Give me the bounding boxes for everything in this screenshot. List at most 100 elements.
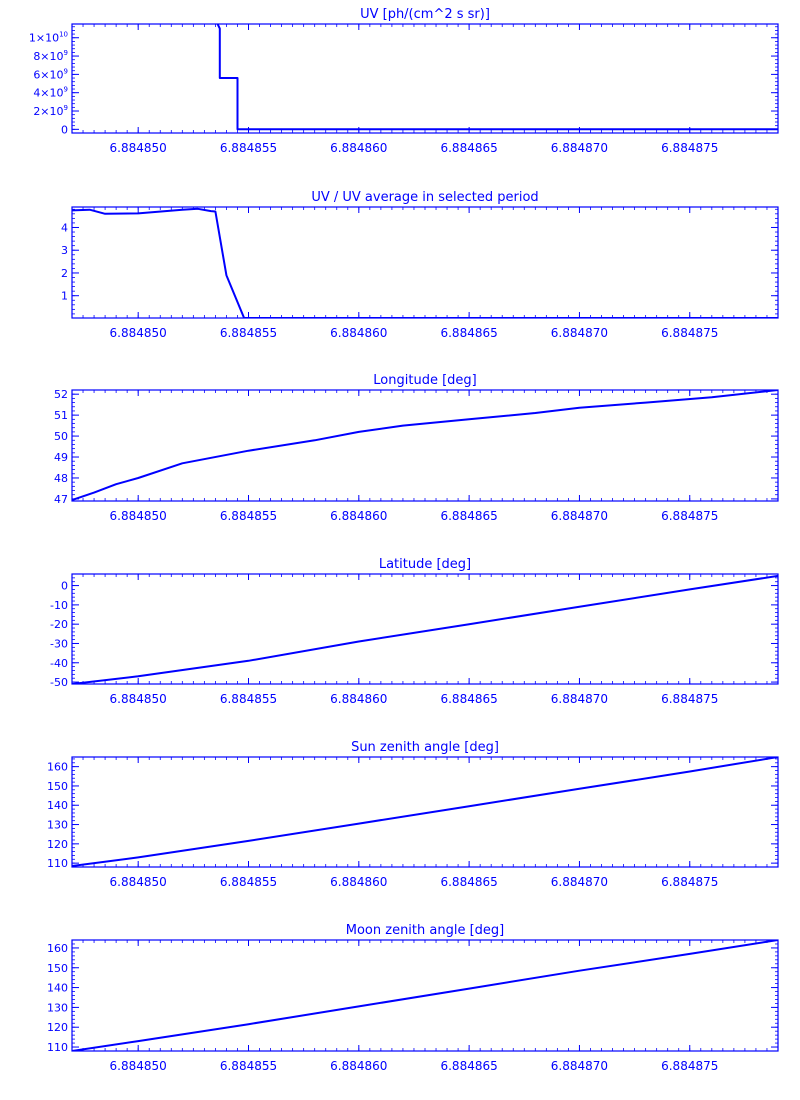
plot-frame [71, 23, 779, 134]
x-tick-label: 6.884855 [220, 141, 277, 155]
x-tick-label: 6.884865 [440, 141, 497, 155]
y-tick-exponent: 10 [59, 31, 68, 39]
y-tick-base: 0 [61, 123, 68, 136]
x-tick-label: 6.884875 [661, 692, 718, 706]
chart-panel-4: Latitude [deg] 6.884850 6.884855 6.884860 6.… [50, 557, 779, 706]
series-line [72, 574, 778, 684]
y-tick-label: 4 [61, 221, 68, 234]
x-tick-label: 6.884850 [110, 1059, 167, 1073]
y-tick-label: 47 [54, 493, 68, 506]
y-tick-label: 140 [47, 799, 68, 812]
x-tick-label: 6.884860 [330, 692, 387, 706]
x-tick-label: 6.884855 [220, 692, 277, 706]
y-tick-label: -20 [50, 618, 68, 631]
y-tick-label: 110 [47, 857, 68, 870]
y-tick-label: 140 [47, 982, 68, 995]
x-tick-label: 6.884865 [440, 692, 497, 706]
x-tick-label: 6.884865 [440, 509, 497, 523]
y-tick-label: 130 [47, 819, 68, 832]
x-tick-label: 6.884860 [330, 1059, 387, 1073]
y-tick-label: 52 [54, 388, 68, 401]
x-tick-label: 6.884855 [220, 509, 277, 523]
x-tick-label: 6.884875 [661, 141, 718, 155]
y-tick-label: -40 [50, 657, 68, 670]
x-tick-label: 6.884850 [110, 326, 167, 340]
y-tick-base: 1×10 [29, 32, 59, 45]
y-tick-label: 120 [47, 1021, 68, 1034]
y-tick-exponent: 9 [64, 86, 68, 94]
x-tick-label: 6.884850 [110, 692, 167, 706]
x-tick-label: 6.884850 [110, 509, 167, 523]
y-tick-label: 130 [47, 1001, 68, 1014]
y-tick-label: 2 [61, 267, 68, 280]
x-tick-label: 6.884855 [220, 875, 277, 889]
x-tick-label: 6.884860 [330, 141, 387, 155]
y-tick-label: 0 [61, 123, 68, 136]
y-tick-label: 51 [54, 409, 68, 422]
y-tick-exponent: 9 [64, 67, 68, 75]
x-tick-label: 6.884865 [440, 875, 497, 889]
x-tick-label: 6.884870 [551, 509, 608, 523]
y-tick-label: 120 [47, 838, 68, 851]
x-tick-label: 6.884870 [551, 692, 608, 706]
y-tick-label: -30 [50, 637, 68, 650]
series-line [72, 757, 778, 867]
y-tick-label: 0 [61, 580, 68, 593]
chart-panel-3: Longitude [deg] 6.884850 6.884855 6.884860 6… [54, 373, 779, 523]
chart-title: Moon zenith angle [deg] [346, 923, 504, 938]
chart-title: Sun zenith angle [deg] [351, 740, 499, 755]
y-tick-label: 8×109 [33, 49, 68, 63]
x-tick-label: 6.884860 [330, 509, 387, 523]
x-tick-label: 6.884875 [661, 1059, 718, 1073]
x-tick-label: 6.884850 [110, 875, 167, 889]
y-tick-label: 160 [47, 761, 68, 774]
chart-panel-6: Moon zenith angle [deg] 6.884850 6.884855 6… [47, 923, 779, 1073]
y-tick-base: 8×10 [33, 50, 63, 63]
y-tick-label: -10 [50, 599, 68, 612]
y-tick-base: 2×10 [33, 105, 63, 118]
y-tick-label: 49 [54, 451, 68, 464]
series-line [216, 24, 778, 131]
x-tick-label: 6.884875 [661, 326, 718, 340]
chart-title: UV [ph/(cm^2 s sr)] [360, 7, 490, 22]
chart-panel-1: UV [ph/(cm^2 s sr)] 6.884850 6.884855 6.884… [29, 7, 779, 155]
y-tick-label: 110 [47, 1041, 68, 1054]
chart-title: Longitude [deg] [373, 373, 476, 388]
plot-frame [71, 389, 779, 502]
x-tick-label: 6.884870 [551, 875, 608, 889]
plot-frame [71, 573, 779, 685]
y-tick-label: 1×1010 [29, 31, 68, 45]
x-tick-label: 6.884855 [220, 326, 277, 340]
chart-panel-2: UV / UV average in selected period 6.8848… [61, 190, 779, 340]
y-tick-label: 3 [61, 244, 68, 257]
y-tick-label: 48 [54, 472, 68, 485]
series-line [72, 390, 778, 501]
y-tick-base: 6×10 [33, 68, 63, 81]
y-tick-label: 6×109 [33, 67, 68, 81]
y-tick-label: 160 [47, 942, 68, 955]
y-tick-label: 1 [61, 290, 68, 303]
series-line [72, 207, 778, 318]
x-tick-label: 6.884855 [220, 1059, 277, 1073]
x-tick-label: 6.884870 [551, 141, 608, 155]
y-tick-base: 4×10 [33, 87, 63, 100]
y-tick-label: 150 [47, 962, 68, 975]
y-tick-exponent: 9 [64, 104, 68, 112]
x-tick-label: 6.884875 [661, 509, 718, 523]
y-tick-label: -50 [50, 676, 68, 689]
x-tick-label: 6.884870 [551, 326, 608, 340]
y-tick-label: 50 [54, 430, 68, 443]
x-tick-label: 6.884865 [440, 326, 497, 340]
x-tick-label: 6.884850 [110, 141, 167, 155]
x-tick-label: 6.884870 [551, 1059, 608, 1073]
x-tick-label: 6.884860 [330, 875, 387, 889]
y-tick-label: 2×109 [33, 104, 68, 118]
series-line [72, 940, 778, 1051]
chart-panel-5: Sun zenith angle [deg] 6.884850 6.884855 6.… [47, 740, 779, 889]
chart-title: Latitude [deg] [379, 557, 471, 572]
x-tick-label: 6.884875 [661, 875, 718, 889]
chart-title: UV / UV average in selected period [311, 190, 538, 205]
plot-frame [71, 206, 779, 319]
y-tick-label: 150 [47, 780, 68, 793]
